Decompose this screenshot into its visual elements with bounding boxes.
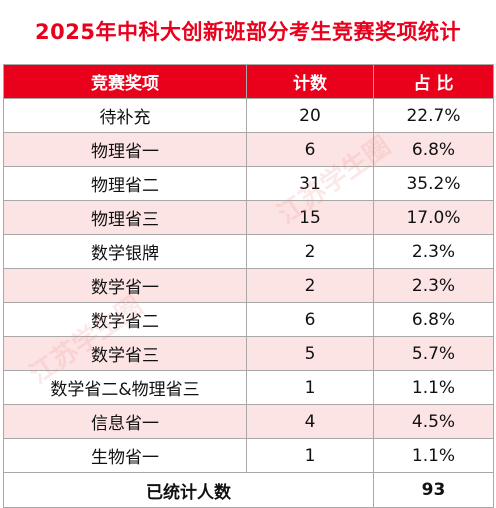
table-row: 待补充 20 22.7% [3,98,494,133]
awards-table: 竞赛奖项 计数 占 比 待补充 20 22.7% 物理省一 6 6.8% 物理省… [3,64,494,508]
table-row: 物理省二 31 35.2% [3,166,494,201]
award-cell: 数学省一 [3,268,247,303]
percent-cell: 5.7% [373,336,494,371]
table-header-row: 竞赛奖项 计数 占 比 [3,64,494,99]
percent-cell: 6.8% [373,132,494,167]
percent-cell: 1.1% [373,370,494,405]
award-cell: 物理省一 [3,132,247,167]
total-label: 已统计人数 [3,472,374,508]
table-row: 物理省一 6 6.8% [3,132,494,167]
count-cell: 6 [246,302,374,337]
table-row: 数学省一 2 2.3% [3,268,494,303]
table-row: 物理省三 15 17.0% [3,200,494,235]
award-cell: 信息省一 [3,404,247,439]
table-row: 生物省一 1 1.1% [3,438,494,473]
percent-cell: 17.0% [373,200,494,235]
award-cell: 数学银牌 [3,234,247,269]
award-cell: 物理省二 [3,166,247,201]
percent-cell: 22.7% [373,98,494,133]
percent-cell: 1.1% [373,438,494,473]
award-cell: 数学省二&物理省三 [3,370,247,405]
table-row: 信息省一 4 4.5% [3,404,494,439]
column-header-count: 计数 [246,64,374,99]
total-value: 93 [373,472,494,508]
column-header-award: 竞赛奖项 [3,64,247,99]
percent-cell: 2.3% [373,268,494,303]
award-cell: 数学省三 [3,336,247,371]
count-cell: 1 [246,438,374,473]
percent-cell: 2.3% [373,234,494,269]
count-cell: 2 [246,268,374,303]
percent-cell: 4.5% [373,404,494,439]
table-row: 数学银牌 2 2.3% [3,234,494,269]
count-cell: 5 [246,336,374,371]
table-row: 数学省三 5 5.7% [3,336,494,371]
count-cell: 31 [246,166,374,201]
percent-cell: 6.8% [373,302,494,337]
award-cell: 物理省三 [3,200,247,235]
table-row: 数学省二&物理省三 1 1.1% [3,370,494,405]
count-cell: 2 [246,234,374,269]
table-row: 数学省二 6 6.8% [3,302,494,337]
award-cell: 待补充 [3,98,247,133]
count-cell: 1 [246,370,374,405]
award-cell: 数学省二 [3,302,247,337]
count-cell: 4 [246,404,374,439]
percent-cell: 35.2% [373,166,494,201]
count-cell: 15 [246,200,374,235]
count-cell: 20 [246,98,374,133]
page-title: 2025年中科大创新班部分考生竞赛奖项统计 [35,20,461,44]
table-footer-row: 已统计人数 93 [3,472,494,508]
count-cell: 6 [246,132,374,167]
award-cell: 生物省一 [3,438,247,473]
column-header-percent: 占 比 [373,64,494,99]
